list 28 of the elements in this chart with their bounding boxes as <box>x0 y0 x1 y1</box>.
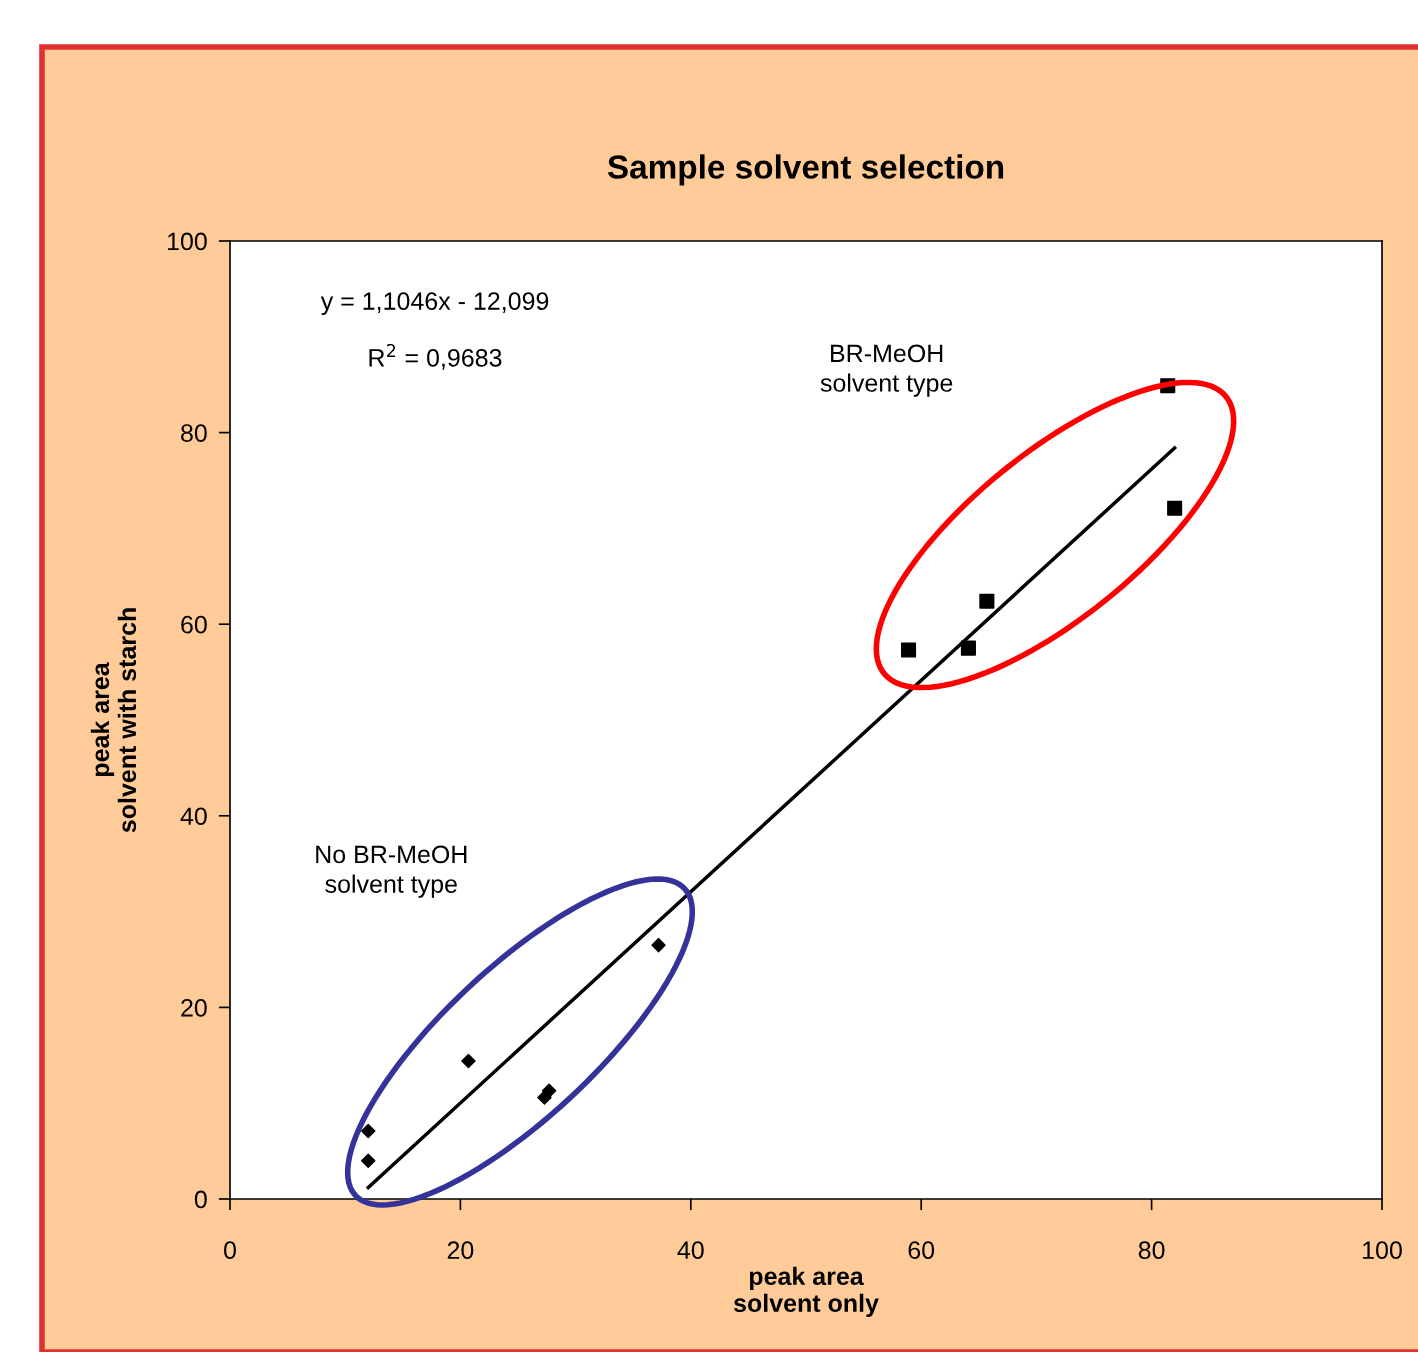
point <box>901 642 917 658</box>
y-tick-label: 20 <box>181 999 207 1017</box>
x-tick-label: 40 <box>677 1241 704 1260</box>
y-tick-label: 100 <box>167 232 207 251</box>
x-tick-label: 100 <box>1363 1241 1402 1260</box>
point <box>979 593 995 609</box>
annotation: No BR-MeOH solvent type <box>316 845 467 898</box>
point <box>360 1123 376 1139</box>
point <box>541 1083 557 1098</box>
x-axis-title: peak area solvent only <box>733 1266 879 1317</box>
chart-title: Sample solvent selection <box>607 154 1004 186</box>
y-tick-label: 0 <box>194 1190 207 1209</box>
point <box>651 937 666 953</box>
annotation: BR-MeOH solvent type <box>820 344 953 397</box>
y-axis-title: peak area solvent with starch <box>90 608 137 833</box>
x-tick-label: 20 <box>447 1241 474 1260</box>
annotation: R$^{2}$ = 0,9683 <box>369 343 502 370</box>
x-tick-label: 60 <box>908 1241 935 1260</box>
y-tick-label: 40 <box>180 807 207 826</box>
point <box>360 1153 376 1168</box>
point <box>461 1053 476 1069</box>
annotation: y = 1,1046x - 12,099 <box>320 292 549 315</box>
x-tick-label: 80 <box>1138 1241 1165 1260</box>
point <box>960 640 976 656</box>
x-tick-label: 0 <box>224 1241 236 1260</box>
y-tick-label: 60 <box>181 615 207 634</box>
point <box>1167 500 1183 516</box>
y-tick-label: 80 <box>181 424 207 442</box>
